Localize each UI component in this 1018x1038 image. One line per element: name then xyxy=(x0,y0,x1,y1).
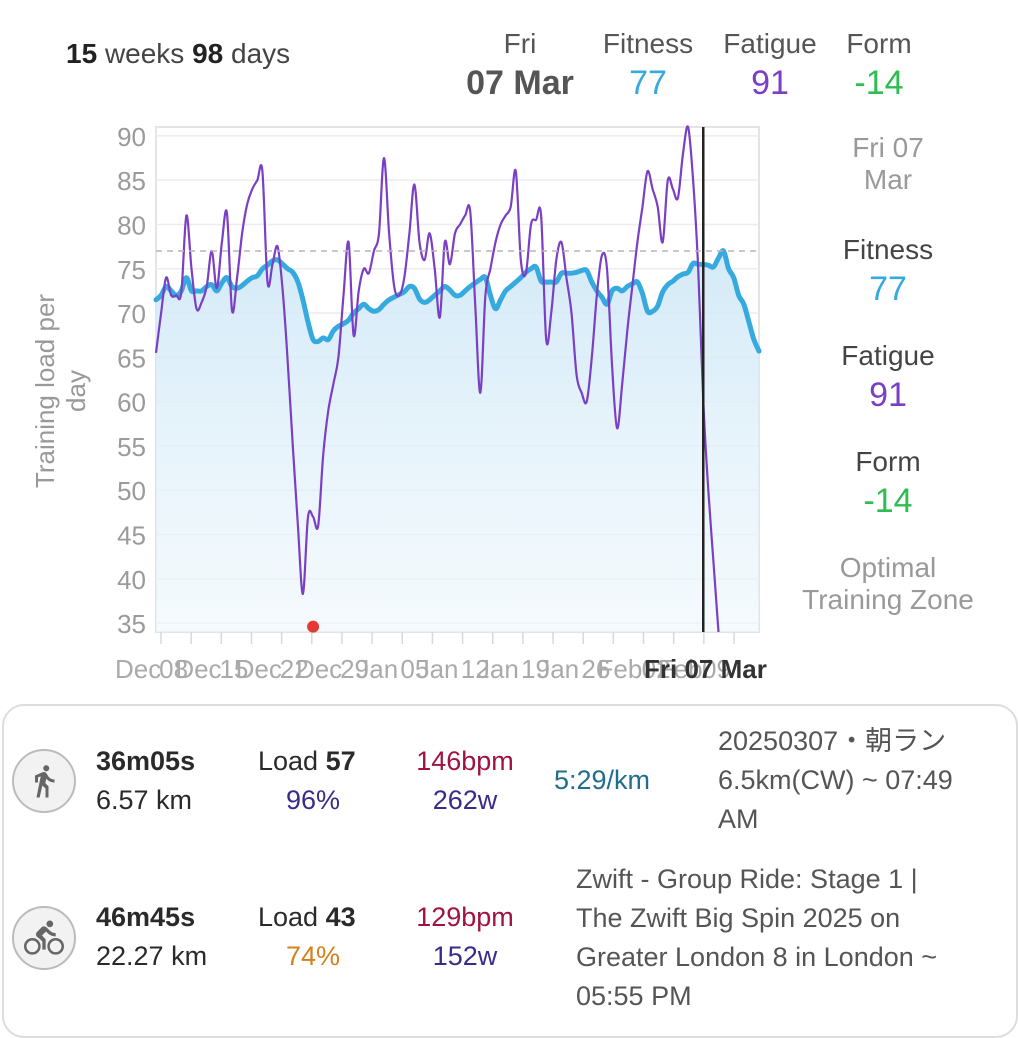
ride-description-line: The Zwift Big Spin 2025 on xyxy=(576,903,901,933)
header-date-value: 07 Mar xyxy=(466,64,574,102)
event-marker xyxy=(307,620,320,633)
y-tick-label: 80 xyxy=(117,210,146,240)
side-date: Fri 07 Mar xyxy=(790,132,986,196)
run-heart-rate: 146bpm xyxy=(416,746,514,776)
ride-description-line: Zwift - Group Ride: Stage 1 | xyxy=(576,864,918,894)
y-tick-label: 75 xyxy=(117,255,146,285)
x-tick-label: Dec xyxy=(236,654,282,684)
ride-description: Zwift - Group Ride: Stage 1 | The Zwift … xyxy=(576,860,1008,1016)
ride-load-label: Load xyxy=(258,902,319,932)
side-fitness-label: Fitness xyxy=(842,234,934,265)
ride-load: Load 43 xyxy=(258,898,356,937)
ride-load-value: 43 xyxy=(325,902,356,932)
x-tick-label: Dec xyxy=(175,654,221,684)
x-tick-label: Jan xyxy=(417,654,459,684)
x-tick-label: 19 xyxy=(521,654,550,684)
x-tick-label: Feb xyxy=(658,654,703,684)
run-duration: 36m05s xyxy=(96,746,196,776)
side-fitness: Fitness 77 xyxy=(790,234,986,309)
run-distance: 6.57 km xyxy=(96,785,193,815)
y-tick-label: 45 xyxy=(117,521,146,551)
run-description: 20250307・朝ラン 6.5km(CW) ~ 07:49 AM xyxy=(718,722,1008,839)
x-tick-label: 09 xyxy=(702,654,731,684)
ride-description-line: Greater London 8 in London ~ xyxy=(576,942,938,972)
x-tick-label: Dec xyxy=(296,654,342,684)
header-form-value: -14 xyxy=(854,64,904,102)
side-zone-label: Optimal Training Zone xyxy=(802,552,974,615)
run-load-label: Load xyxy=(258,746,319,776)
ride-heart-rate: 129bpm xyxy=(416,902,514,932)
x-tick-label: 08 xyxy=(159,654,188,684)
range-days-unit: days xyxy=(231,38,291,69)
x-tick-label: 26 xyxy=(581,654,610,684)
y-tick-label: 40 xyxy=(117,565,146,595)
side-fatigue-label: Fatigue xyxy=(841,340,935,371)
fitness-area xyxy=(156,251,759,632)
run-load-value: 57 xyxy=(325,746,356,776)
range-days: 98 xyxy=(192,38,224,69)
x-tick-label: Dec xyxy=(115,654,161,684)
header-fatigue-label: Fatigue xyxy=(723,28,817,59)
ride-power: 152w xyxy=(432,941,498,971)
x-tick-label: 12 xyxy=(461,654,490,684)
side-form: Form -14 xyxy=(790,446,986,521)
x-tick-label: 05 xyxy=(400,654,429,684)
ride-percent: 74% xyxy=(285,941,341,971)
side-date-value: Fri 07 Mar xyxy=(852,132,924,195)
running-icon xyxy=(12,749,76,813)
side-form-label: Form xyxy=(855,446,921,477)
cycling-icon xyxy=(12,906,76,970)
y-tick-label: 35 xyxy=(117,609,146,639)
header-fatigue: Fatigue 91 xyxy=(714,28,826,103)
side-fitness-value: 77 xyxy=(869,270,907,308)
y-tick-label: 60 xyxy=(117,388,146,418)
run-pace: 5:29/km xyxy=(554,765,651,795)
side-form-value: -14 xyxy=(863,482,913,520)
y-tick-label: 55 xyxy=(117,432,146,462)
x-tick-label: 02 xyxy=(642,654,671,684)
y-tick-label: 90 xyxy=(117,122,146,152)
header-fitness-label: Fitness xyxy=(602,28,694,59)
x-tick-label: Jan xyxy=(477,654,519,684)
x-tick-label: 15 xyxy=(219,654,248,684)
run-load: Load 57 xyxy=(258,742,356,781)
range-weeks: 15 xyxy=(66,38,98,69)
y-tick-label: 50 xyxy=(117,476,146,506)
header-fitness-value: 77 xyxy=(629,64,667,102)
x-tick-label: 22 xyxy=(280,654,309,684)
header-fatigue-value: 91 xyxy=(751,64,789,102)
ride-duration: 46m45s xyxy=(96,902,196,932)
run-description-line: AM xyxy=(718,804,759,834)
run-percent: 96% xyxy=(285,785,341,815)
side-fatigue: Fatigue 91 xyxy=(790,340,986,415)
run-description-line: 6.5km(CW) ~ 07:49 xyxy=(718,765,953,795)
x-tick-label-selected: Fri 07 Mar xyxy=(644,654,767,684)
ride-distance: 22.27 km xyxy=(96,941,208,971)
y-tick-label: 85 xyxy=(117,166,146,196)
header-day: Fri xyxy=(503,28,537,59)
fatigue-series-line xyxy=(154,125,720,633)
x-tick-label: Jan xyxy=(356,654,398,684)
y-tick-label: 65 xyxy=(117,343,146,373)
header-form-label: Form xyxy=(846,28,912,59)
fitness-series-line xyxy=(153,248,762,354)
run-power: 262w xyxy=(432,785,498,815)
header-form: Form -14 xyxy=(832,28,926,103)
header-fitness: Fitness 77 xyxy=(590,28,706,103)
header-date: Fri 07 Mar xyxy=(450,28,590,103)
y-tick-label: 70 xyxy=(117,299,146,329)
x-tick-label: Feb xyxy=(598,654,643,684)
x-tick-label: Jan xyxy=(537,654,579,684)
x-tick-label: 29 xyxy=(340,654,369,684)
side-fatigue-value: 91 xyxy=(869,376,907,414)
run-description-line: 20250307・朝ラン xyxy=(718,726,947,756)
date-range[interactable]: 15 weeks 98 days xyxy=(66,38,290,70)
ride-description-line: 05:55 PM xyxy=(576,981,692,1011)
range-weeks-unit: weeks xyxy=(104,38,185,69)
